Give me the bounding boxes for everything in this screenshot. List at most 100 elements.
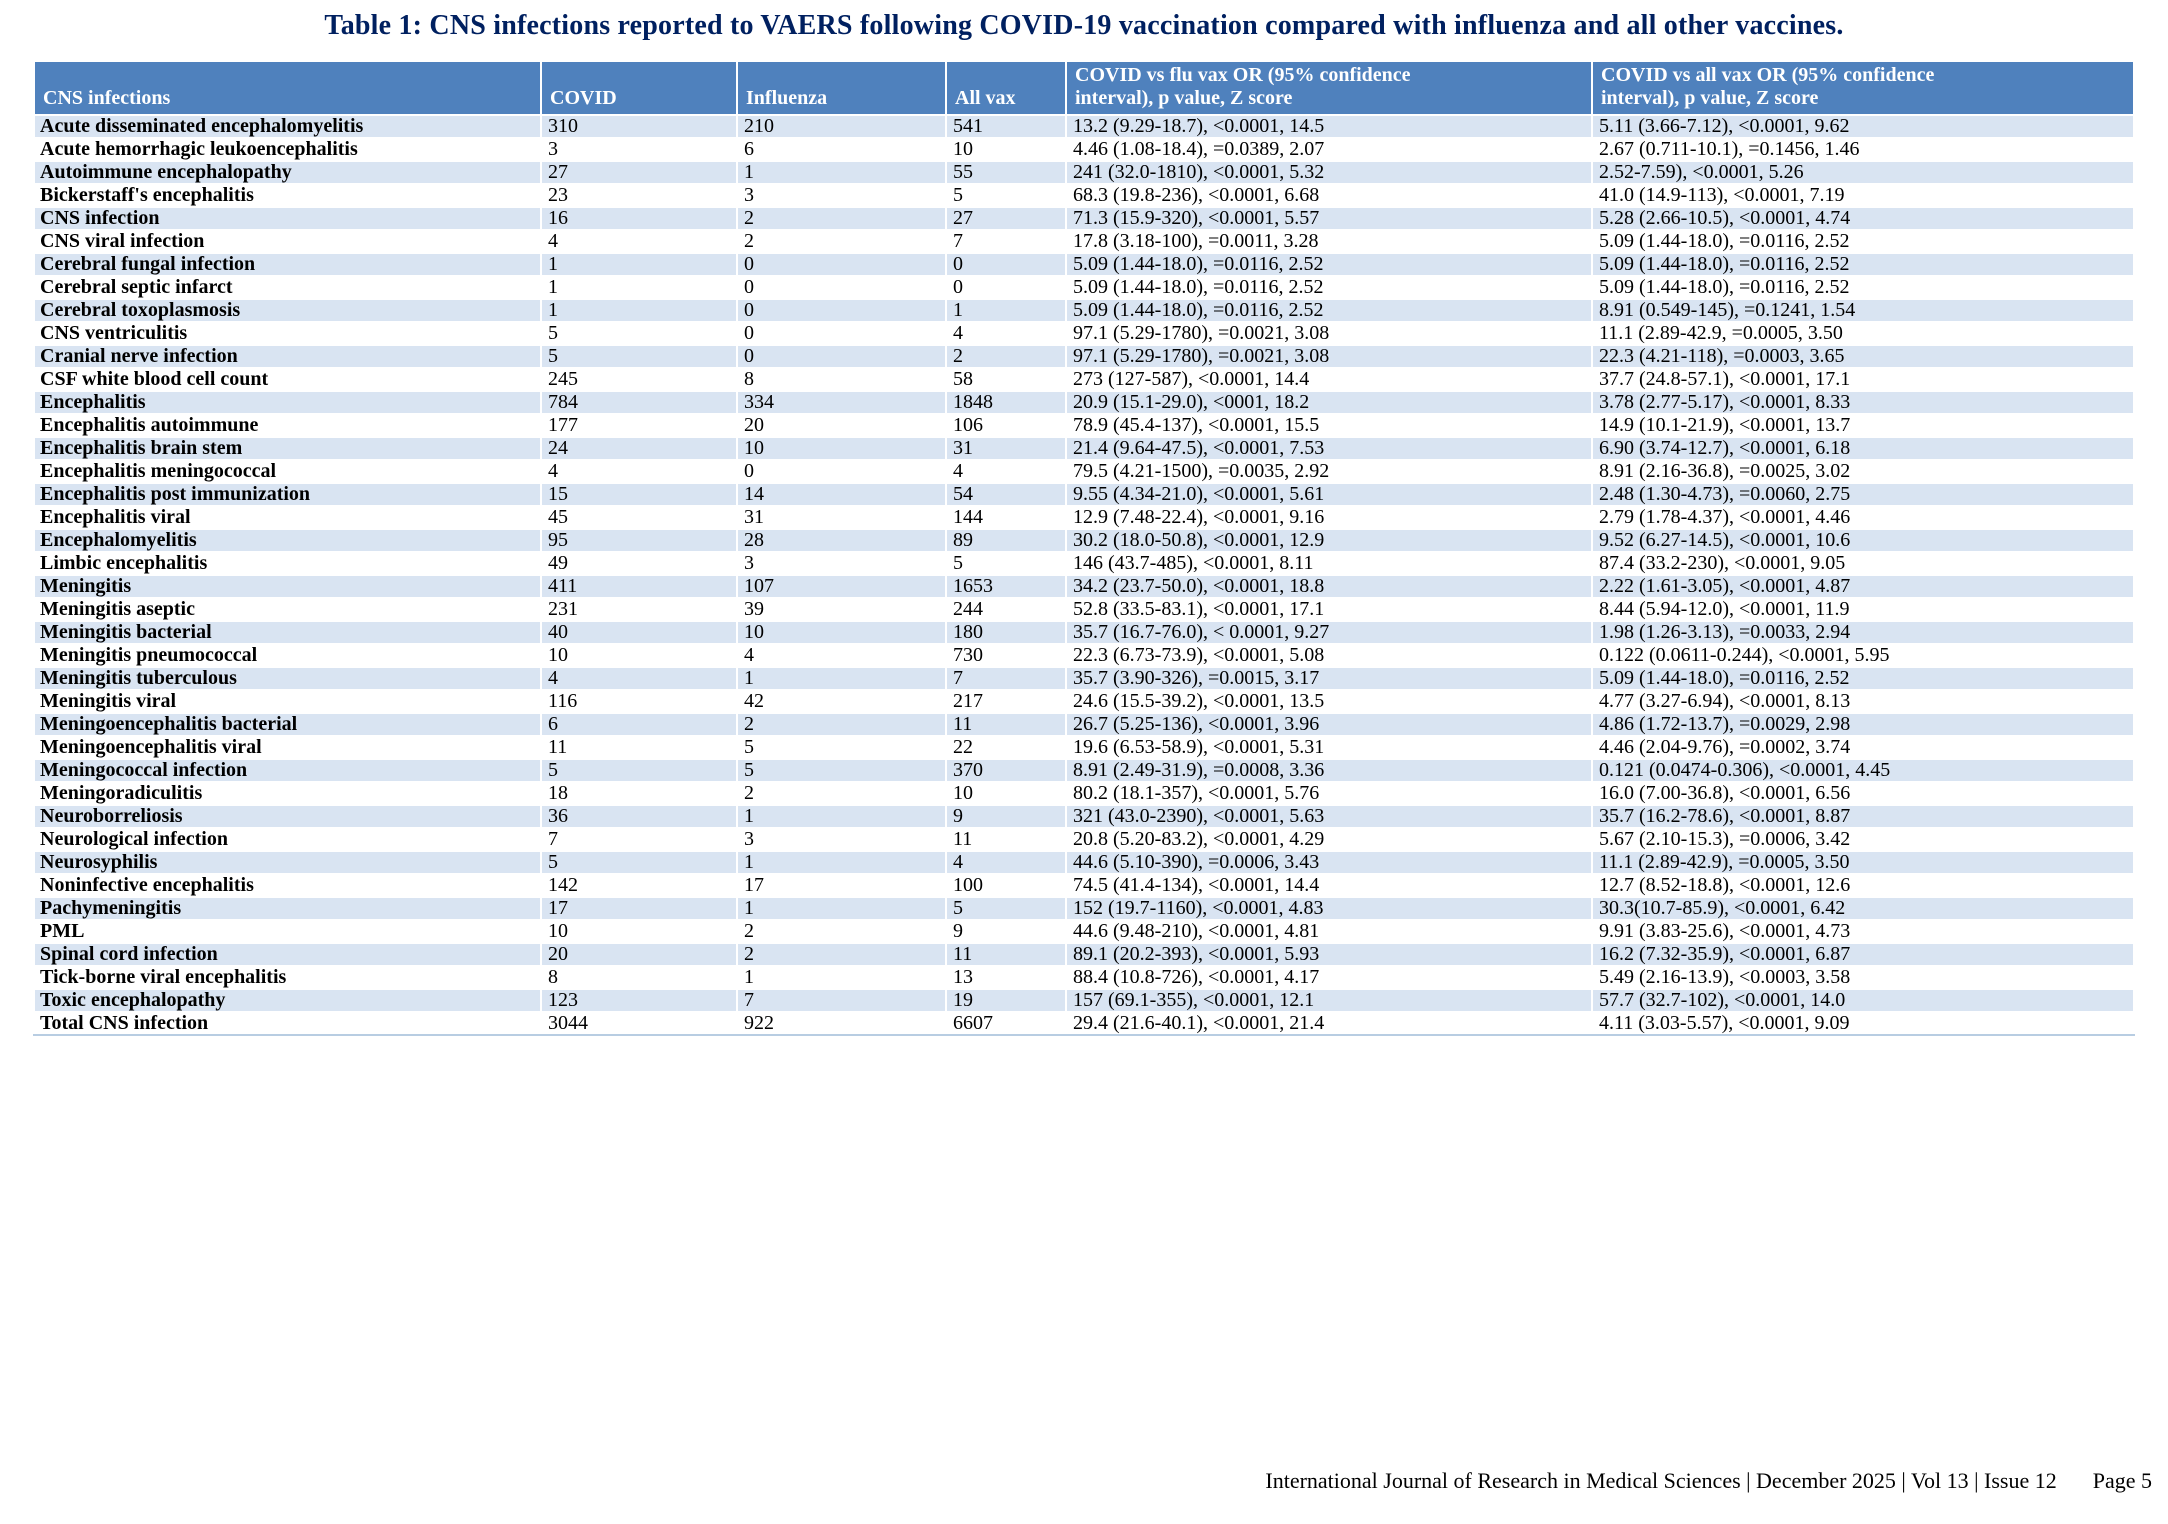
table-row: Encephalitis brain stem 24 10 31 21.4 (9… xyxy=(33,436,2135,461)
table-row: Encephalitis viral 45 31 144 12.9 (7.48-… xyxy=(33,505,2135,530)
table-row: Tick-borne viral encephalitis 8 1 13 88.… xyxy=(33,965,2135,990)
cell-or-covid-vs-flu: 4.46 (1.08-18.4), =0.0389, 2.07 xyxy=(1065,137,1593,162)
cell-or-covid-vs-all: 2.67 (0.711-10.1), =0.1456, 1.46 xyxy=(1591,137,2135,162)
table-row: Meningitis tuberculous 4 1 7 35.7 (3.90-… xyxy=(33,666,2135,691)
cell-or-covid-vs-all: 4.46 (2.04-9.76), =0.0002, 3.74 xyxy=(1591,735,2135,760)
cell-or-covid-vs-flu: 20.9 (15.1-29.0), <0001, 18.2 xyxy=(1065,390,1593,415)
table-row: CSF white blood cell count 245 8 58 273 … xyxy=(33,367,2135,392)
table-row: Meningitis pneumococcal 10 4 730 22.3 (6… xyxy=(33,643,2135,668)
cell-or-covid-vs-all: 6.90 (3.74-12.7), <0.0001, 6.18 xyxy=(1591,436,2135,461)
cell-infection-name: Noninfective encephalitis xyxy=(33,873,542,898)
cell-or-covid-vs-flu: 5.09 (1.44-18.0), =0.0116, 2.52 xyxy=(1065,298,1593,323)
cell-infection-name: Neuroborreliosis xyxy=(33,804,542,829)
cell-covid-count: 4 xyxy=(540,459,738,484)
cell-or-covid-vs-flu: 157 (69.1-355), <0.0001, 12.1 xyxy=(1065,988,1593,1013)
cell-or-covid-vs-flu: 35.7 (16.7-76.0), < 0.0001, 9.27 xyxy=(1065,620,1593,645)
cell-or-covid-vs-flu: 241 (32.0-1810), <0.0001, 5.32 xyxy=(1065,160,1593,185)
cell-or-covid-vs-all: 37.7 (24.8-57.1), <0.0001, 17.1 xyxy=(1591,367,2135,392)
cell-all-vax-count: 11 xyxy=(945,827,1067,852)
cell-or-covid-vs-all: 5.11 (3.66-7.12), <0.0001, 9.62 xyxy=(1591,114,2135,139)
cell-or-covid-vs-all: 35.7 (16.2-78.6), <0.0001, 8.87 xyxy=(1591,804,2135,829)
cell-all-vax-count: 244 xyxy=(945,597,1067,622)
cell-or-covid-vs-flu: 44.6 (9.48-210), <0.0001, 4.81 xyxy=(1065,919,1593,944)
cell-all-vax-count: 5 xyxy=(945,551,1067,576)
cell-infection-name: Meningococcal infection xyxy=(33,758,542,783)
cell-influenza-count: 10 xyxy=(736,620,947,645)
cell-all-vax-count: 31 xyxy=(945,436,1067,461)
table-row: Meningitis aseptic 231 39 244 52.8 (33.5… xyxy=(33,597,2135,622)
cell-influenza-count: 1 xyxy=(736,850,947,875)
cell-or-covid-vs-all: 22.3 (4.21-118), =0.0003, 3.65 xyxy=(1591,344,2135,369)
cell-covid-count: 1 xyxy=(540,275,738,300)
cell-or-covid-vs-all: 16.2 (7.32-35.9), <0.0001, 6.87 xyxy=(1591,942,2135,967)
cell-covid-count: 11 xyxy=(540,735,738,760)
cell-influenza-count: 31 xyxy=(736,505,947,530)
cell-infection-name: Spinal cord infection xyxy=(33,942,542,967)
cell-or-covid-vs-all: 3.78 (2.77-5.17), <0.0001, 8.33 xyxy=(1591,390,2135,415)
cell-infection-name: Limbic encephalitis xyxy=(33,551,542,576)
cell-influenza-count: 2 xyxy=(736,229,947,254)
table-row: Cerebral toxoplasmosis 1 0 1 5.09 (1.44-… xyxy=(33,298,2135,323)
cell-or-covid-vs-all: 2.79 (1.78-4.37), <0.0001, 4.46 xyxy=(1591,505,2135,530)
cell-influenza-count: 0 xyxy=(736,298,947,323)
cell-or-covid-vs-all: 11.1 (2.89-42.9, =0.0005, 3.50 xyxy=(1591,321,2135,346)
cell-all-vax-count: 1653 xyxy=(945,574,1067,599)
cell-or-covid-vs-flu: 152 (19.7-1160), <0.0001, 4.83 xyxy=(1065,896,1593,921)
cell-covid-count: 40 xyxy=(540,620,738,645)
cell-influenza-count: 0 xyxy=(736,252,947,277)
cell-all-vax-count: 180 xyxy=(945,620,1067,645)
cell-or-covid-vs-flu: 74.5 (41.4-134), <0.0001, 14.4 xyxy=(1065,873,1593,898)
cell-infection-name: Meningitis pneumococcal xyxy=(33,643,542,668)
cell-infection-name: Encephalitis viral xyxy=(33,505,542,530)
column-header-covid: COVID xyxy=(540,62,738,116)
table-row: Meningoradiculitis 18 2 10 80.2 (18.1-35… xyxy=(33,781,2135,806)
cell-influenza-count: 3 xyxy=(736,551,947,576)
cell-all-vax-count: 13 xyxy=(945,965,1067,990)
cns-infections-table: CNS infections COVID Influenza All vax C… xyxy=(33,62,2135,1036)
table-row: Meningococcal infection 5 5 370 8.91 (2.… xyxy=(33,758,2135,783)
cell-covid-count: 16 xyxy=(540,206,738,231)
cell-infection-name: Cerebral toxoplasmosis xyxy=(33,298,542,323)
cell-influenza-count: 2 xyxy=(736,206,947,231)
cell-all-vax-count: 9 xyxy=(945,919,1067,944)
cell-influenza-count: 4 xyxy=(736,643,947,668)
table-row: Encephalitis autoimmune 177 20 106 78.9 … xyxy=(33,413,2135,438)
cell-infection-name: Autoimmune encephalopathy xyxy=(33,160,542,185)
cell-or-covid-vs-flu: 52.8 (33.5-83.1), <0.0001, 17.1 xyxy=(1065,597,1593,622)
cell-covid-count: 24 xyxy=(540,436,738,461)
cell-influenza-count: 2 xyxy=(736,919,947,944)
cell-covid-count: 1 xyxy=(540,252,738,277)
cell-or-covid-vs-flu: 22.3 (6.73-73.9), <0.0001, 5.08 xyxy=(1065,643,1593,668)
cell-all-vax-count: 58 xyxy=(945,367,1067,392)
cell-covid-count: 3 xyxy=(540,137,738,162)
cell-influenza-count: 14 xyxy=(736,482,947,507)
table-row: Cerebral septic infarct 1 0 0 5.09 (1.44… xyxy=(33,275,2135,300)
cell-or-covid-vs-flu: 26.7 (5.25-136), <0.0001, 3.96 xyxy=(1065,712,1593,737)
cell-covid-count: 142 xyxy=(540,873,738,898)
cell-or-covid-vs-all: 8.91 (0.549-145), =0.1241, 1.54 xyxy=(1591,298,2135,323)
cell-infection-name: Cerebral septic infarct xyxy=(33,275,542,300)
table-row: Meningitis viral 116 42 217 24.6 (15.5-3… xyxy=(33,689,2135,714)
cell-covid-count: 95 xyxy=(540,528,738,553)
cell-influenza-count: 5 xyxy=(736,758,947,783)
page-footer: International Journal of Research in Med… xyxy=(1265,1468,2152,1494)
cell-influenza-count: 1 xyxy=(736,804,947,829)
cell-infection-name: Encephalitis autoimmune xyxy=(33,413,542,438)
cell-infection-name: Meningoradiculitis xyxy=(33,781,542,806)
cell-or-covid-vs-flu: 20.8 (5.20-83.2), <0.0001, 4.29 xyxy=(1065,827,1593,852)
cell-influenza-count: 2 xyxy=(736,712,947,737)
cell-or-covid-vs-flu: 97.1 (5.29-1780), =0.0021, 3.08 xyxy=(1065,321,1593,346)
table-row: Neurological infection 7 3 11 20.8 (5.20… xyxy=(33,827,2135,852)
cell-infection-name: Meningitis tuberculous xyxy=(33,666,542,691)
cell-influenza-count: 210 xyxy=(736,114,947,139)
column-header-all-vax: All vax xyxy=(945,62,1067,116)
cell-all-vax-count: 9 xyxy=(945,804,1067,829)
cell-or-covid-vs-flu: 146 (43.7-485), <0.0001, 8.11 xyxy=(1065,551,1593,576)
table-row: PML 10 2 9 44.6 (9.48-210), <0.0001, 4.8… xyxy=(33,919,2135,944)
cell-covid-count: 784 xyxy=(540,390,738,415)
cell-covid-count: 123 xyxy=(540,988,738,1013)
column-header-influenza: Influenza xyxy=(736,62,947,116)
cell-covid-count: 10 xyxy=(540,643,738,668)
cell-all-vax-count: 541 xyxy=(945,114,1067,139)
